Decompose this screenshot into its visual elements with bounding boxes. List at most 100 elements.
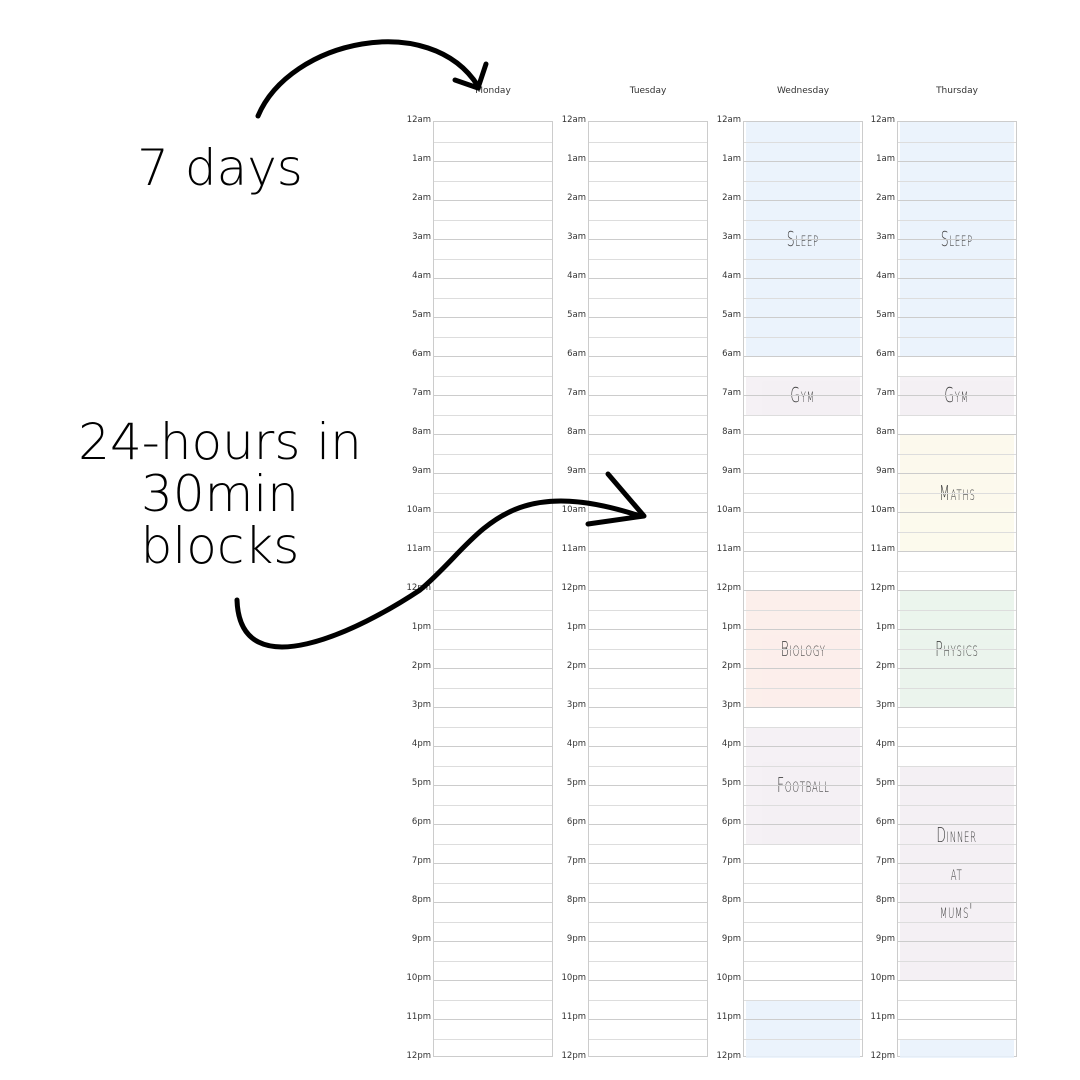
slot-divider <box>744 1038 862 1040</box>
slot-divider <box>744 239 862 240</box>
slot-divider <box>434 180 552 182</box>
day-column-wednesday[interactable]: Sleep Gym Biology Football <box>743 121 863 1058</box>
slot-divider <box>744 609 862 611</box>
slot-divider <box>898 531 1016 533</box>
slot-divider <box>898 219 1016 221</box>
time-label: 9pm <box>566 934 586 944</box>
slot-divider <box>434 200 552 201</box>
slot-divider <box>589 1038 707 1040</box>
slot-divider <box>744 180 862 182</box>
time-label: 5am <box>412 310 431 320</box>
slot-divider <box>744 492 862 494</box>
slot-divider <box>434 551 552 552</box>
slot-divider <box>589 453 707 455</box>
slot-divider <box>434 141 552 143</box>
slot-divider <box>898 590 1016 591</box>
time-label: 10am <box>406 505 431 515</box>
slot-divider <box>898 317 1016 318</box>
slot-divider <box>744 375 862 377</box>
slot-divider <box>434 765 552 767</box>
slot-divider <box>434 1038 552 1040</box>
slot-divider <box>434 726 552 728</box>
slot-divider <box>744 200 862 201</box>
slot-divider <box>744 648 862 650</box>
slot-divider <box>898 161 1016 162</box>
time-label: 7am <box>876 388 895 398</box>
time-label: 1pm <box>875 622 895 632</box>
time-label: 5am <box>722 310 741 320</box>
slot-divider <box>589 648 707 650</box>
time-label: 2am <box>876 193 895 203</box>
slot-divider <box>898 746 1016 747</box>
slot-divider <box>898 980 1016 981</box>
time-label: 2pm <box>875 661 895 671</box>
slot-divider <box>744 317 862 318</box>
time-label: 9pm <box>875 934 895 944</box>
time-label: 4am <box>567 271 586 281</box>
time-label: 1pm <box>411 622 431 632</box>
time-label: 1am <box>412 154 431 164</box>
slot-divider <box>589 824 707 825</box>
time-label: 12pm <box>716 1051 742 1061</box>
slot-divider <box>589 395 707 396</box>
slot-divider <box>744 297 862 299</box>
slot-divider <box>589 239 707 240</box>
slot-divider <box>744 726 862 728</box>
slot-divider <box>434 473 552 474</box>
time-label: 1pm <box>566 622 586 632</box>
slot-divider <box>434 590 552 591</box>
slot-divider <box>744 570 862 572</box>
time-label: 12pm <box>561 583 587 593</box>
slot-divider <box>434 648 552 650</box>
time-label: 11am <box>870 544 895 554</box>
day-column-monday[interactable] <box>433 121 553 1057</box>
time-label: 3am <box>412 232 431 242</box>
slot-divider <box>434 258 552 260</box>
slot-divider <box>744 824 862 825</box>
slot-divider <box>898 824 1016 825</box>
slot-divider <box>434 395 552 396</box>
event-block[interactable] <box>900 1038 1014 1058</box>
slot-divider <box>744 980 862 981</box>
slot-divider <box>898 863 1016 864</box>
slot-divider <box>744 843 862 845</box>
slot-divider <box>744 161 862 162</box>
time-label: 6am <box>412 349 431 359</box>
time-label: 11pm <box>406 1012 432 1022</box>
slot-divider <box>434 902 552 903</box>
day-column-tuesday[interactable] <box>588 121 708 1057</box>
slot-divider <box>589 161 707 162</box>
slot-divider <box>589 570 707 572</box>
time-label: 10pm <box>716 973 742 983</box>
day-header-thursday: Thursday <box>936 86 978 96</box>
time-label: 5pm <box>875 778 895 788</box>
slot-divider <box>589 609 707 611</box>
slot-divider <box>589 687 707 689</box>
slot-divider <box>434 921 552 923</box>
slot-divider <box>898 648 1016 650</box>
slot-divider <box>898 1038 1016 1040</box>
time-label: 1am <box>567 154 586 164</box>
slot-divider <box>898 629 1016 630</box>
time-label: 2am <box>567 193 586 203</box>
slot-divider <box>898 707 1016 708</box>
annotation-7-days: 7 days <box>137 139 303 197</box>
slot-divider <box>589 141 707 143</box>
slot-divider <box>898 336 1016 338</box>
slot-divider <box>898 492 1016 494</box>
slot-divider <box>898 687 1016 689</box>
slot-divider <box>589 843 707 845</box>
day-header-wednesday: Wednesday <box>776 86 830 96</box>
event-block[interactable] <box>746 999 860 1058</box>
slot-divider <box>589 356 707 357</box>
time-label: 12pm <box>716 583 742 593</box>
day-column-thursday[interactable]: Sleep Gym Maths Physics Dinner at mums' <box>897 121 1017 1058</box>
slot-divider <box>898 570 1016 572</box>
time-label: 7am <box>722 388 741 398</box>
slot-divider <box>744 863 862 864</box>
time-label: 7pm <box>721 856 741 866</box>
slot-divider <box>898 551 1016 552</box>
slot-divider <box>589 590 707 591</box>
slot-divider <box>744 668 862 669</box>
